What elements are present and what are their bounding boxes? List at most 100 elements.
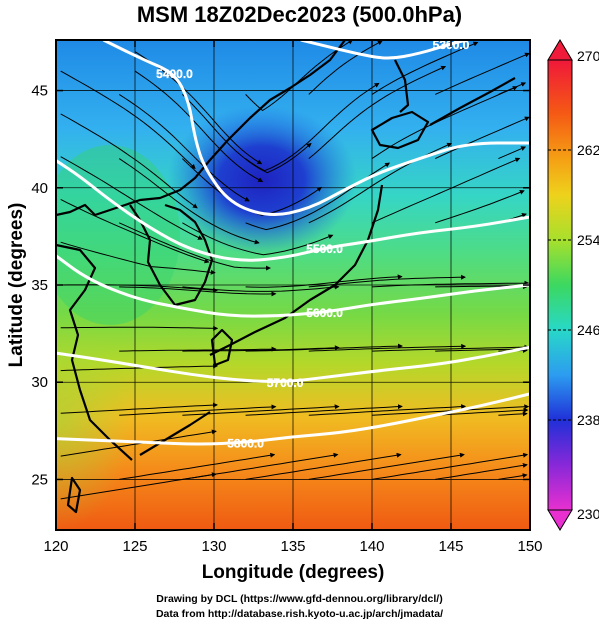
streamline [60,113,198,209]
contour-label: 5400.0 [156,67,193,81]
y-axis-label: Latitude (degrees) [6,203,27,368]
streamline [245,82,380,172]
streamline [498,82,527,95]
streamline [60,363,219,372]
streamline [308,404,467,416]
streamline [60,70,196,170]
colorbar-tick-label: 246 [577,322,599,338]
streamline [118,222,271,271]
y-tick-label: 45 [31,83,48,100]
streamline [435,462,528,480]
colorbar-tick-label: 270 [577,48,599,64]
colorbar-ticks: 270 262 254 246 238 230 [548,48,599,522]
streamline [434,52,530,95]
page-title: MSM 18Z02Dec2023 (500.0hPa) [136,2,463,27]
coast-japan-honshu [209,184,384,356]
streamline [435,346,529,352]
contour-line-5400.0 [102,40,530,216]
coast-taiwan [66,476,82,514]
coast-kuril [429,77,516,126]
streamline [60,198,210,264]
coast-sakhalin [394,59,410,113]
streamline [245,274,403,288]
streamline [308,65,447,159]
streamline [60,284,218,293]
streamline [60,325,219,331]
x-tick-label: 135 [280,538,305,555]
coast-ryukyu [139,411,211,456]
x-tick-label: 150 [517,538,542,555]
colorbar-tick-label: 230 [577,506,599,522]
footer-credit-drawing: Drawing by DCL (https://www.gfd-dennou.o… [156,593,443,605]
streamline [118,158,260,245]
wind-streamlines [60,40,530,500]
streamline [498,473,528,480]
coast-hokkaido [370,110,430,150]
streamline [60,402,218,414]
streamline [182,284,340,292]
streamline [308,274,466,288]
streamline [371,157,521,224]
streamline [182,94,312,174]
streamline [119,404,277,416]
streamline [245,452,402,480]
streamline [119,452,276,480]
streamline [371,452,529,480]
streamline [182,345,340,352]
contour-label: 5700.0 [267,376,304,390]
streamline [182,222,334,256]
colorbar-tick-label: 238 [577,412,599,428]
streamline [371,86,518,160]
x-ticks: 120 125 130 135 140 145 150 [43,40,543,555]
streamline [371,344,530,352]
footer-credit-data: Data from http://database.rish.kyoto-u.a… [155,608,444,620]
y-tick-label: 40 [31,180,48,197]
x-tick-label: 145 [438,538,463,555]
colorbar-tick-label: 262 [577,142,599,158]
streamline [182,452,339,480]
streamline [60,156,203,240]
streamline [134,70,264,182]
x-tick-label: 130 [201,538,226,555]
streamline [308,40,383,95]
streamline [435,407,529,416]
coast-china-east [56,243,133,461]
x-tick-label: 125 [122,538,147,555]
streamline [182,404,340,416]
contour-line-5300.0 [300,40,468,60]
contour-line-5500.0 [56,159,530,262]
streamline [60,429,217,457]
streamline [245,343,403,352]
streamline [245,404,403,416]
streamline [118,93,250,202]
contour-line-5800.0 [56,392,530,446]
y-tick-label: 35 [31,277,48,294]
streamline [498,146,527,160]
streamline [119,346,277,352]
x-tick-label: 120 [43,538,68,555]
contour-line-5700.0 [56,345,530,383]
y-ticks: 25 30 35 40 45 [31,83,530,488]
colorbar-bottom-triangle [547,509,573,531]
contour-label: 5800.0 [227,437,264,451]
contour-line-5600.0 [56,254,530,318]
x-axis-label: Longitude (degrees) [202,562,385,583]
colorbar-top-triangle [547,39,573,61]
colorbar: 270 262 254 246 238 230 [547,39,599,531]
streamline [60,241,216,275]
y-tick-label: 25 [31,471,48,488]
streamline [371,41,479,95]
contour-label: 5600.0 [306,306,343,320]
streamline [498,411,528,417]
streamline [308,452,465,480]
x-tick-label: 140 [359,538,384,555]
streamline [371,280,530,288]
streamline [434,116,530,160]
streamline [119,286,277,297]
y-tick-label: 30 [31,374,48,391]
contour-label: 5500.0 [306,242,343,256]
colorbar-tick-label: 254 [577,232,599,248]
streamline [245,40,354,112]
